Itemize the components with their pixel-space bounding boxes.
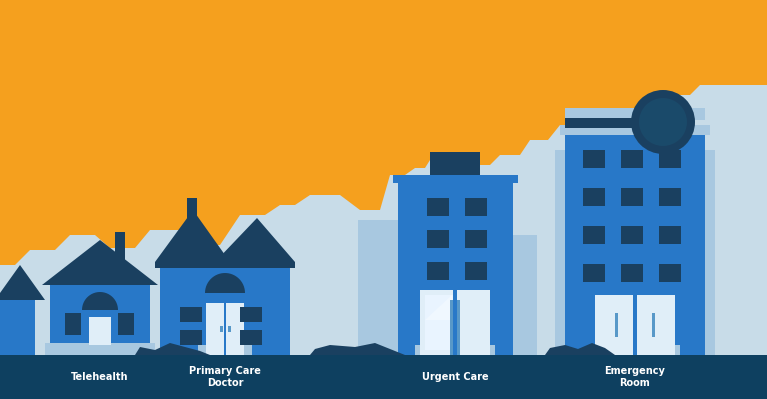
Bar	[465, 230, 487, 248]
Bar	[89, 317, 111, 345]
Bar	[659, 188, 681, 206]
Bar	[0, 355, 767, 399]
Text: Telehealth: Telehealth	[71, 372, 129, 382]
Bar	[240, 330, 262, 345]
Bar	[555, 150, 715, 355]
Bar	[595, 295, 675, 355]
Polygon shape	[425, 295, 452, 320]
Polygon shape	[545, 343, 615, 355]
Text: Urgent Care: Urgent Care	[422, 372, 489, 382]
Bar	[45, 343, 155, 355]
Bar	[187, 198, 197, 220]
Bar	[633, 295, 637, 355]
Bar	[615, 313, 618, 337]
Bar	[180, 330, 202, 345]
Polygon shape	[215, 218, 295, 262]
Text: Emergency
Room: Emergency Room	[604, 366, 666, 388]
Polygon shape	[0, 0, 767, 265]
Bar	[228, 326, 231, 332]
Circle shape	[631, 90, 695, 154]
Bar	[427, 262, 449, 280]
Bar	[180, 307, 202, 322]
Bar	[465, 198, 487, 216]
Polygon shape	[310, 343, 405, 355]
Polygon shape	[0, 265, 45, 300]
Polygon shape	[89, 317, 111, 328]
Bar	[115, 232, 125, 260]
Polygon shape	[82, 292, 118, 310]
Bar	[425, 295, 453, 350]
Bar	[453, 290, 457, 355]
Bar	[450, 300, 453, 355]
Bar	[560, 125, 710, 135]
Bar	[65, 313, 81, 335]
Bar	[415, 345, 495, 355]
Bar	[583, 264, 605, 282]
Bar	[427, 230, 449, 248]
Bar	[240, 307, 262, 322]
Bar	[160, 265, 290, 355]
Text: Primary Care
Doctor: Primary Care Doctor	[189, 366, 261, 388]
Bar	[118, 313, 134, 335]
Bar	[659, 264, 681, 282]
Bar	[427, 198, 449, 216]
Bar	[457, 300, 460, 355]
Bar	[565, 130, 705, 355]
Bar	[583, 226, 605, 244]
Bar	[398, 180, 513, 355]
Bar	[220, 326, 223, 332]
Bar	[430, 152, 480, 180]
Bar	[0, 300, 35, 355]
Bar	[358, 225, 408, 355]
Polygon shape	[205, 273, 245, 293]
Bar	[583, 188, 605, 206]
Bar	[621, 150, 643, 168]
Bar	[206, 303, 244, 355]
Bar	[465, 262, 487, 280]
Bar	[425, 295, 453, 350]
Bar	[224, 303, 226, 355]
Polygon shape	[135, 343, 210, 355]
Circle shape	[639, 98, 687, 146]
Bar	[50, 285, 150, 355]
Polygon shape	[42, 240, 158, 285]
Bar	[590, 345, 680, 355]
Bar	[358, 220, 408, 228]
Bar	[652, 313, 655, 337]
Bar	[393, 175, 518, 183]
Bar	[155, 262, 295, 268]
Bar	[427, 294, 449, 312]
Bar	[621, 188, 643, 206]
Bar	[659, 226, 681, 244]
Bar	[621, 226, 643, 244]
Bar	[465, 294, 487, 312]
Polygon shape	[155, 210, 230, 262]
Bar	[502, 235, 537, 355]
Bar	[583, 150, 605, 168]
Bar	[198, 345, 252, 355]
Bar	[621, 264, 643, 282]
Bar	[565, 108, 705, 120]
Bar	[659, 150, 681, 168]
Bar	[565, 118, 642, 128]
Bar	[420, 290, 490, 355]
